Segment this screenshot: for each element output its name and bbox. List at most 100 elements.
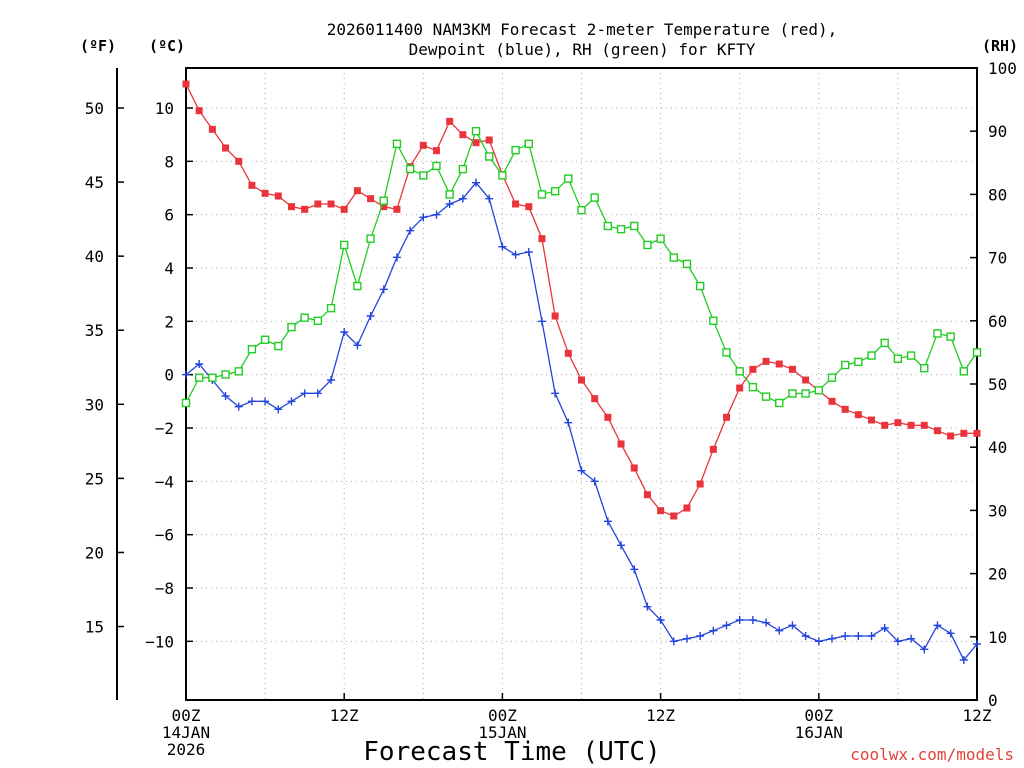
celsius-tick-label: 2: [164, 312, 174, 331]
celsius-tick-label: 10: [155, 99, 174, 118]
rh-point: [748, 382, 758, 392]
rh-tick-label: 80: [988, 185, 1007, 204]
x-tick-label: 00Z: [804, 706, 833, 725]
dewpoint-point: [392, 253, 401, 262]
fahrenheit-unit-label: (ºF): [80, 37, 116, 55]
dewpoint-point: [432, 210, 441, 219]
rh-point: [695, 281, 705, 291]
rh-point: [906, 351, 916, 360]
temperature-point: [683, 504, 691, 512]
dewpoint-point: [234, 402, 243, 411]
rh-point: [181, 398, 191, 408]
rh-point: [471, 126, 481, 136]
temperature-point: [578, 376, 585, 384]
temperature-point: [485, 136, 493, 144]
temperature-point: [881, 421, 889, 429]
rh-point: [260, 335, 270, 344]
series-temperature: [182, 80, 981, 520]
rh-point: [590, 193, 599, 202]
temperature-point: [604, 413, 612, 421]
temperature-point: [973, 429, 981, 437]
dewpoint-point: [907, 634, 916, 643]
rh-point: [735, 367, 744, 376]
dewpoint-point: [366, 312, 375, 320]
dewpoint-point: [300, 389, 309, 398]
dewpoint-point: [827, 634, 836, 643]
temperature-point: [538, 235, 546, 243]
dewpoint-point: [274, 405, 283, 414]
rh-point: [920, 364, 929, 373]
dewpoint-point: [696, 632, 705, 640]
dewpoint-point: [841, 632, 850, 640]
rh-point: [603, 221, 613, 231]
rh-tick-label: 0: [988, 691, 998, 710]
temperature-point: [195, 107, 203, 115]
celsius-tick-label: 0: [164, 366, 174, 385]
rh-point: [326, 303, 336, 313]
dewpoint-point: [801, 632, 810, 640]
x-tick-label: 00Z: [172, 706, 201, 725]
x-tick-label: 2026: [167, 740, 206, 759]
temperature-point: [947, 432, 955, 440]
dewpoint-point: [959, 656, 968, 664]
temperature-point: [696, 480, 704, 488]
temperature-point: [657, 507, 665, 515]
temperature-point: [353, 187, 361, 195]
rh-point: [234, 367, 243, 376]
temperature-point: [828, 397, 836, 405]
fahrenheit-tick-label: 20: [85, 543, 104, 562]
rh-point: [972, 348, 982, 357]
temperature-point: [868, 416, 876, 424]
rh-point: [722, 348, 731, 357]
rh-point: [485, 152, 494, 161]
x-tick-label: 14JAN: [162, 723, 210, 742]
dewpoint-point: [498, 242, 507, 251]
celsius-tick-label: 4: [164, 259, 174, 278]
dewpoint-point: [313, 389, 322, 398]
dewpoint-point: [933, 621, 942, 630]
dewpoint-point: [973, 640, 981, 648]
dewpoint-point: [485, 194, 494, 203]
rh-point: [761, 392, 771, 401]
dewpoint-point: [511, 250, 520, 259]
rh-point: [788, 389, 797, 398]
rh-point: [405, 164, 415, 174]
dewpoint-point: [287, 397, 296, 406]
x-tick-label: 12Z: [646, 706, 675, 725]
rh-point: [419, 171, 428, 180]
celsius-unit-label: (ºC): [149, 37, 185, 55]
rh-point: [577, 205, 586, 215]
temperature-point: [248, 181, 256, 189]
rh-point: [511, 145, 520, 155]
temperature-point: [274, 192, 282, 200]
rh-tick-label: 40: [988, 438, 1007, 457]
temperature-point: [617, 440, 625, 448]
rh-point: [840, 360, 850, 370]
celsius-tick-label: −2: [155, 419, 174, 438]
temperature-point: [736, 384, 744, 392]
dewpoint-point: [946, 629, 955, 638]
rh-point: [392, 139, 402, 149]
temperature-point: [208, 125, 216, 133]
temperature-point: [643, 491, 651, 499]
celsius-tick-label: −10: [145, 632, 174, 651]
temperature-point: [749, 365, 757, 373]
chart-title-line1: 2026011400 NAM3KM Forecast 2-meter Tempe…: [327, 20, 838, 39]
dewpoint-point: [590, 477, 599, 486]
x-tick-label: 16JAN: [795, 723, 843, 742]
rh-point: [630, 221, 639, 231]
temperature-point: [393, 205, 401, 213]
temperature-point: [802, 376, 810, 384]
rh-point: [867, 351, 876, 360]
x-tick-label: 00Z: [488, 706, 517, 725]
rh-tick-label: 10: [988, 628, 1007, 647]
dewpoint-point: [247, 397, 256, 406]
rh-tick-label: 50: [988, 375, 1007, 394]
temperature-point: [630, 464, 638, 472]
dewpoint-point: [379, 285, 388, 294]
temperature-point: [459, 131, 467, 139]
dewpoint-point: [630, 565, 639, 574]
dewpoint-point: [656, 616, 665, 624]
temperature-point: [564, 349, 572, 357]
temperature-point: [327, 200, 335, 208]
